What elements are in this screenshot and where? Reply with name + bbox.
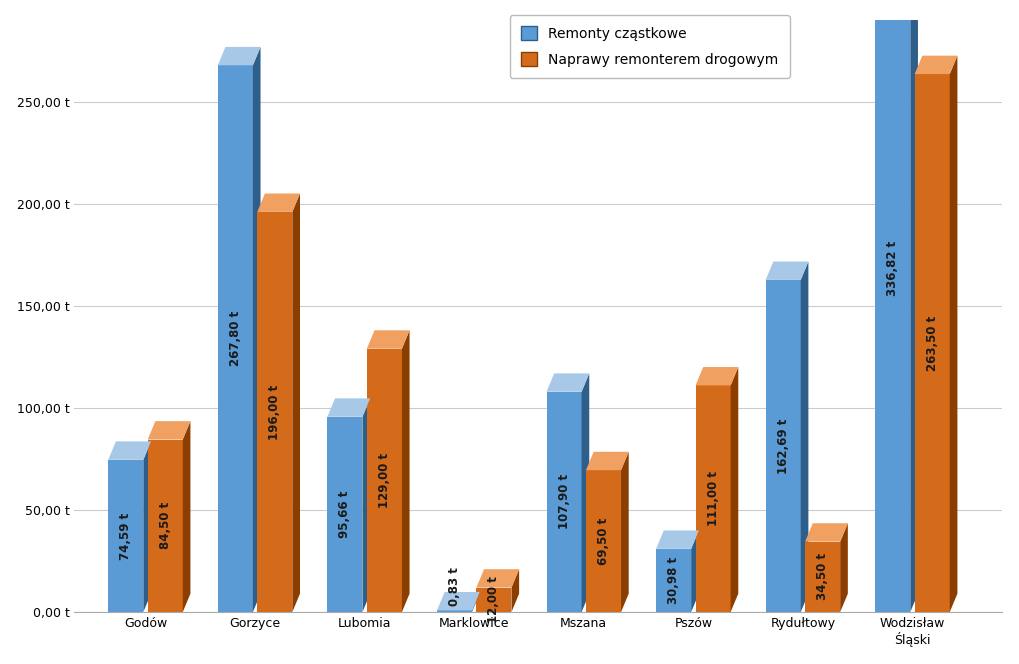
Polygon shape (257, 212, 292, 612)
Text: 95,66 t: 95,66 t (338, 491, 352, 538)
Polygon shape (257, 193, 300, 212)
Polygon shape (292, 193, 300, 612)
Polygon shape (765, 280, 801, 612)
Polygon shape (582, 373, 589, 612)
Text: 107,90 t: 107,90 t (557, 474, 571, 529)
Text: 84,50 t: 84,50 t (159, 502, 172, 549)
Polygon shape (148, 421, 191, 440)
Text: 30,98 t: 30,98 t (667, 557, 680, 604)
Polygon shape (915, 74, 950, 612)
Text: 0,83 t: 0,83 t (448, 568, 461, 606)
Polygon shape (841, 523, 848, 612)
Text: 267,80 t: 267,80 t (229, 311, 242, 367)
Text: 263,50 t: 263,50 t (925, 315, 938, 371)
Polygon shape (218, 65, 253, 612)
Polygon shape (182, 421, 191, 612)
Polygon shape (656, 531, 699, 549)
Polygon shape (691, 531, 699, 612)
Polygon shape (437, 592, 480, 610)
Polygon shape (108, 459, 144, 612)
Polygon shape (367, 330, 410, 349)
Polygon shape (253, 47, 261, 612)
Text: 69,50 t: 69,50 t (597, 517, 610, 565)
Polygon shape (546, 392, 582, 612)
Polygon shape (327, 417, 363, 612)
Polygon shape (512, 569, 519, 612)
Text: 162,69 t: 162,69 t (776, 418, 790, 473)
Polygon shape (875, 0, 910, 612)
Polygon shape (910, 0, 918, 612)
Text: 336,82 t: 336,82 t (887, 240, 899, 296)
Polygon shape (915, 56, 958, 74)
Text: 196,00 t: 196,00 t (268, 384, 281, 440)
Polygon shape (765, 262, 808, 280)
Polygon shape (401, 330, 410, 612)
Polygon shape (363, 398, 370, 612)
Text: 74,59 t: 74,59 t (119, 513, 132, 560)
Polygon shape (696, 385, 731, 612)
Polygon shape (144, 442, 151, 612)
Polygon shape (805, 542, 841, 612)
Polygon shape (801, 262, 808, 612)
Polygon shape (437, 610, 472, 612)
Polygon shape (472, 592, 480, 612)
Polygon shape (656, 549, 691, 612)
Polygon shape (367, 349, 401, 612)
Polygon shape (696, 367, 739, 385)
Text: 12,00 t: 12,00 t (487, 576, 500, 623)
Polygon shape (148, 440, 182, 612)
Text: 111,00 t: 111,00 t (706, 471, 719, 527)
Polygon shape (477, 569, 519, 588)
Polygon shape (805, 523, 848, 542)
Polygon shape (950, 56, 958, 612)
Polygon shape (218, 47, 261, 65)
Polygon shape (731, 367, 739, 612)
Polygon shape (327, 398, 370, 417)
Legend: Remonty cząstkowe, Naprawy remonterem drogowym: Remonty cząstkowe, Naprawy remonterem dr… (510, 15, 790, 78)
Polygon shape (477, 588, 512, 612)
Polygon shape (108, 442, 151, 459)
Polygon shape (586, 470, 621, 612)
Polygon shape (621, 452, 629, 612)
Polygon shape (586, 452, 629, 470)
Text: 34,50 t: 34,50 t (816, 553, 829, 600)
Text: 129,00 t: 129,00 t (378, 453, 391, 508)
Polygon shape (546, 373, 589, 392)
